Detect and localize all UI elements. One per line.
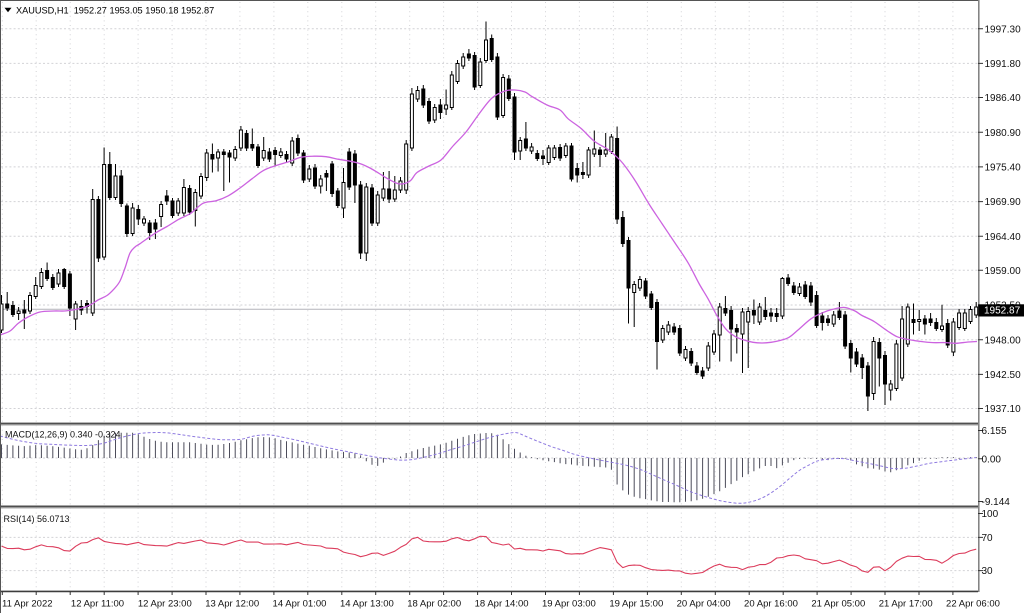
svg-text:MACD(12,26,9) 0.340 -0.324: MACD(12,26,9) 0.340 -0.324: [5, 430, 121, 440]
svg-text:22 Apr 06:00: 22 Apr 06:00: [946, 599, 1000, 610]
svg-text:0.00: 0.00: [982, 454, 1002, 465]
svg-text:21 Apr 17:00: 21 Apr 17:00: [879, 599, 933, 610]
svg-text:1942.50: 1942.50: [985, 370, 1022, 381]
svg-text:18 Apr 02:00: 18 Apr 02:00: [407, 599, 461, 610]
svg-text:21 Apr 05:00: 21 Apr 05:00: [811, 599, 865, 610]
svg-text:20 Apr 04:00: 20 Apr 04:00: [677, 599, 731, 610]
svg-text:20 Apr 16:00: 20 Apr 16:00: [744, 599, 798, 610]
svg-text:1975.40: 1975.40: [985, 163, 1022, 174]
svg-text:12 Apr 11:00: 12 Apr 11:00: [71, 599, 124, 610]
svg-text:14 Apr 13:00: 14 Apr 13:00: [340, 599, 394, 610]
svg-text:100: 100: [982, 509, 999, 520]
svg-text:11 Apr 2022: 11 Apr 2022: [2, 599, 53, 610]
svg-text:XAUUSD,H1 1952.27 1953.05 195: XAUUSD,H1 1952.27 1953.05 1950.18 1952.8…: [16, 6, 214, 16]
svg-text:1980.90: 1980.90: [985, 128, 1022, 139]
svg-text:1986.40: 1986.40: [985, 93, 1022, 104]
svg-text:70: 70: [982, 533, 994, 544]
svg-text:1964.40: 1964.40: [985, 232, 1022, 243]
svg-text:6.155: 6.155: [982, 426, 1007, 437]
svg-text:1997.30: 1997.30: [985, 24, 1022, 35]
svg-text:RSI(14) 56.0713: RSI(14) 56.0713: [4, 514, 70, 524]
svg-text:1952.87: 1952.87: [984, 305, 1021, 316]
svg-text:18 Apr 14:00: 18 Apr 14:00: [475, 599, 529, 610]
svg-text:19 Apr 03:00: 19 Apr 03:00: [542, 599, 596, 610]
svg-text:1937.10: 1937.10: [985, 404, 1022, 415]
svg-text:19 Apr 15:00: 19 Apr 15:00: [609, 599, 663, 610]
svg-text:1991.80: 1991.80: [985, 59, 1022, 70]
svg-text:12 Apr 23:00: 12 Apr 23:00: [138, 599, 192, 610]
svg-text:1948.00: 1948.00: [985, 335, 1022, 346]
svg-text:-9.144: -9.144: [982, 497, 1011, 508]
svg-text:14 Apr 01:00: 14 Apr 01:00: [273, 599, 327, 610]
svg-text:1969.90: 1969.90: [985, 197, 1022, 208]
svg-text:13 Apr 12:00: 13 Apr 12:00: [205, 599, 259, 610]
svg-text:30: 30: [982, 566, 994, 577]
svg-text:1959.00: 1959.00: [985, 266, 1022, 277]
